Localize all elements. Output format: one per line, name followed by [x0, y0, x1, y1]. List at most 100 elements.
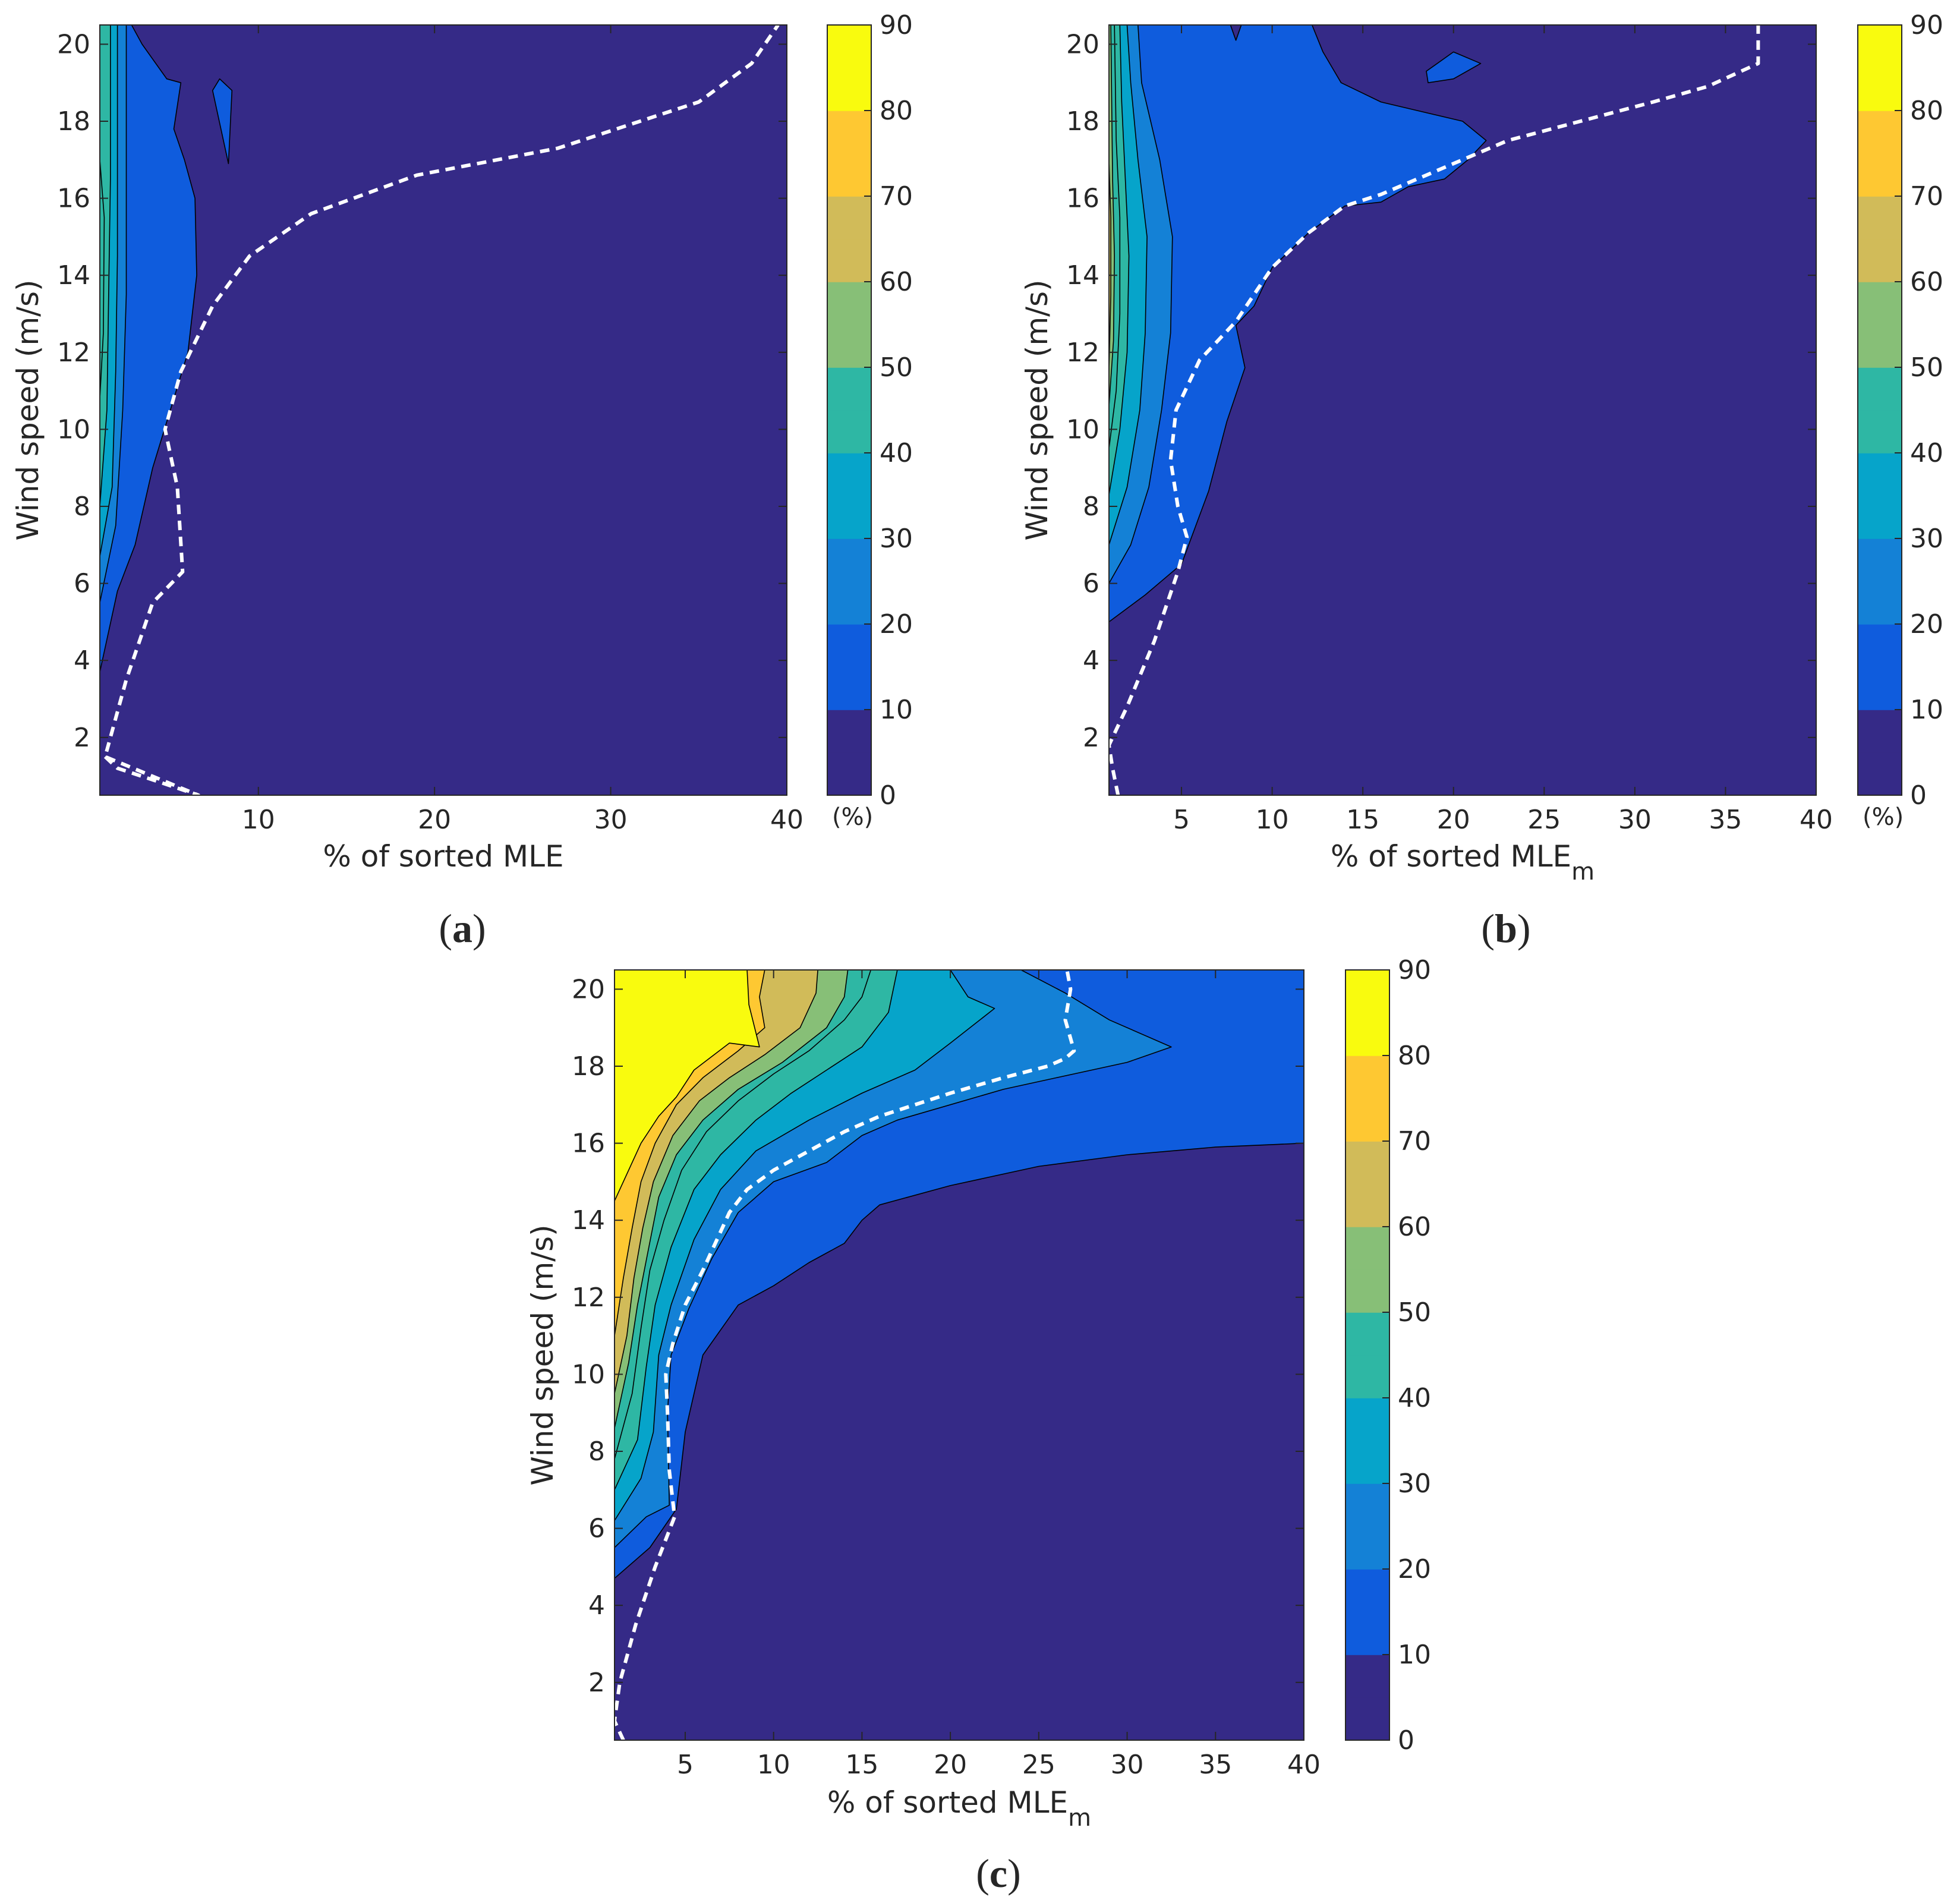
- colorbar-segment: [1345, 1612, 1389, 1655]
- colorbar-segment: [827, 581, 871, 625]
- colorbar-tick-label: 70: [1910, 181, 1943, 212]
- y-tick-label: 2: [1083, 723, 1099, 753]
- x-tick-label: 35: [1199, 1750, 1232, 1780]
- colorbar-tick-label: 80: [880, 96, 913, 126]
- colorbar-segment: [1345, 1098, 1389, 1142]
- y-axis-label: Wind speed (m/s): [525, 1224, 560, 1485]
- colorbar-segment: [827, 111, 871, 154]
- colorbar-tick-label: 70: [1398, 1126, 1431, 1157]
- x-axis-label-text: % of sorted MLE: [1331, 839, 1571, 874]
- colorbar-tick-label: 90: [1910, 10, 1943, 40]
- colorbar-tick-label: 40: [880, 438, 913, 468]
- x-axis-label-subscript: m: [1068, 1804, 1091, 1832]
- x-tick-label: 20: [934, 1750, 967, 1780]
- y-tick-label: 4: [74, 645, 90, 676]
- colorbar-unit-label: (%): [1863, 804, 1904, 831]
- x-tick-label: 30: [594, 805, 628, 835]
- colorbar-segment: [827, 410, 871, 453]
- panel-label: (c): [976, 1851, 1021, 1896]
- x-axis-label-subscript: m: [1571, 858, 1595, 886]
- colorbar-segment: [1345, 970, 1389, 1013]
- colorbar-tick-label: 90: [1398, 955, 1431, 985]
- x-tick-label: 15: [845, 1750, 878, 1780]
- colorbar-segment: [827, 68, 871, 111]
- colorbar-tick-label: 70: [880, 181, 913, 212]
- colorbar-tick-label: 10: [1910, 695, 1943, 725]
- colorbar-tick-label: 0: [1398, 1725, 1414, 1756]
- panel-label-open-paren: (: [976, 1851, 990, 1896]
- colorbar-segment: [827, 667, 871, 710]
- colorbar-tick-label: 20: [880, 609, 913, 639]
- colorbar-segment: [827, 153, 871, 197]
- panel-a: 10 20 30 40 2 4 6 8 10 12 14 16 18 20 % of sorted MLE W…: [11, 10, 913, 951]
- colorbar-segment: [1858, 239, 1902, 282]
- dashed-boundary-line: [103, 25, 780, 795]
- colorbar-segment: [827, 25, 871, 68]
- x-tick-label: 30: [1111, 1750, 1144, 1780]
- colorbar-segment: [1858, 710, 1902, 753]
- colorbar-tick-label: 40: [1910, 438, 1943, 468]
- colorbar: 0 10 20 30 40 50 60 70 80 90: [1345, 955, 1431, 1756]
- colorbar-segment: [1345, 1398, 1389, 1441]
- colorbar-tick-label: 80: [1398, 1041, 1431, 1071]
- x-tick-label: 25: [1022, 1750, 1055, 1780]
- y-tick-label: 10: [572, 1359, 605, 1390]
- colorbar-tick-label: 0: [1910, 780, 1927, 811]
- y-tick-label: 12: [1066, 338, 1099, 368]
- colorbar-tick-label: 0: [880, 780, 896, 811]
- contour-region-40: [100, 25, 111, 507]
- y-tick-label: 18: [1066, 106, 1099, 137]
- y-tick-label: 2: [74, 723, 90, 753]
- colorbar-segment: [1858, 111, 1902, 154]
- contour-region-50: [100, 159, 105, 399]
- y-axis-label: Wind speed (m/s): [11, 279, 45, 540]
- y-tick-label: 20: [57, 29, 90, 59]
- panel-label-close-paren: ): [1517, 906, 1531, 951]
- y-tick-label: 16: [57, 184, 90, 214]
- colorbar-segment: [1858, 624, 1902, 667]
- colorbar-tick-label: 60: [880, 267, 913, 297]
- colorbar-segment: [1345, 1569, 1389, 1612]
- x-tick-label: 5: [1173, 805, 1190, 835]
- colorbar-tick-label: 80: [1910, 96, 1943, 126]
- panel-label: (b): [1481, 906, 1530, 951]
- x-tick-label: 30: [1618, 805, 1652, 835]
- colorbar-segment: [1858, 196, 1902, 240]
- colorbar-segment: [1345, 1056, 1389, 1099]
- axes-frame: [614, 969, 1304, 1741]
- colorbar-segment: [1345, 1184, 1389, 1227]
- x-axis-label: % of sorted MLEm: [1331, 839, 1595, 886]
- colorbar-segment: [1345, 1441, 1389, 1484]
- colorbar-tick-label: 10: [880, 695, 913, 725]
- y-tick-label: 14: [572, 1205, 605, 1236]
- colorbar-segment: [1345, 1269, 1389, 1313]
- x-tick-label: 25: [1527, 805, 1561, 835]
- colorbar-segment: [1858, 25, 1902, 68]
- panel-c: 5 10 15 20 25 30 35 40 2 4 6 8 10 12 14 16 18 20 % of sort…: [525, 955, 1431, 1896]
- x-tick-label: 5: [677, 1750, 694, 1780]
- panel-label-close-paren: ): [472, 906, 486, 951]
- colorbar-segment: [827, 324, 871, 368]
- colorbar-segment: [827, 710, 871, 753]
- panel-b: 5 10 15 20 25 30 35 40 2 4 6 8 10 12 14 16 18 20 % of sort…: [1020, 10, 1943, 951]
- colorbar-segment: [1858, 752, 1902, 796]
- axes-frame: [1108, 24, 1817, 796]
- y-tick-label: 6: [74, 569, 90, 599]
- x-tick-label: 40: [1287, 1750, 1321, 1780]
- x-tick-label: 20: [1437, 805, 1470, 835]
- colorbar-segment: [1858, 410, 1902, 453]
- colorbar-segment: [1858, 153, 1902, 197]
- colorbar-segment: [827, 239, 871, 282]
- panel-label-open-paren: (: [439, 906, 452, 951]
- colorbar-frame: [827, 24, 872, 796]
- colorbar-segment: [1345, 1697, 1389, 1741]
- y-tick-label: 6: [1083, 569, 1099, 599]
- colorbar-tick-label: 20: [1910, 609, 1943, 639]
- colorbar-tick-label: 60: [1398, 1212, 1431, 1242]
- colorbar-tick-label: 30: [1398, 1469, 1431, 1499]
- y-axis-label: Wind speed (m/s): [1020, 279, 1054, 540]
- y-tick-label: 18: [572, 1051, 605, 1082]
- y-tick-label: 14: [57, 260, 90, 291]
- y-tick-label: 12: [572, 1283, 605, 1313]
